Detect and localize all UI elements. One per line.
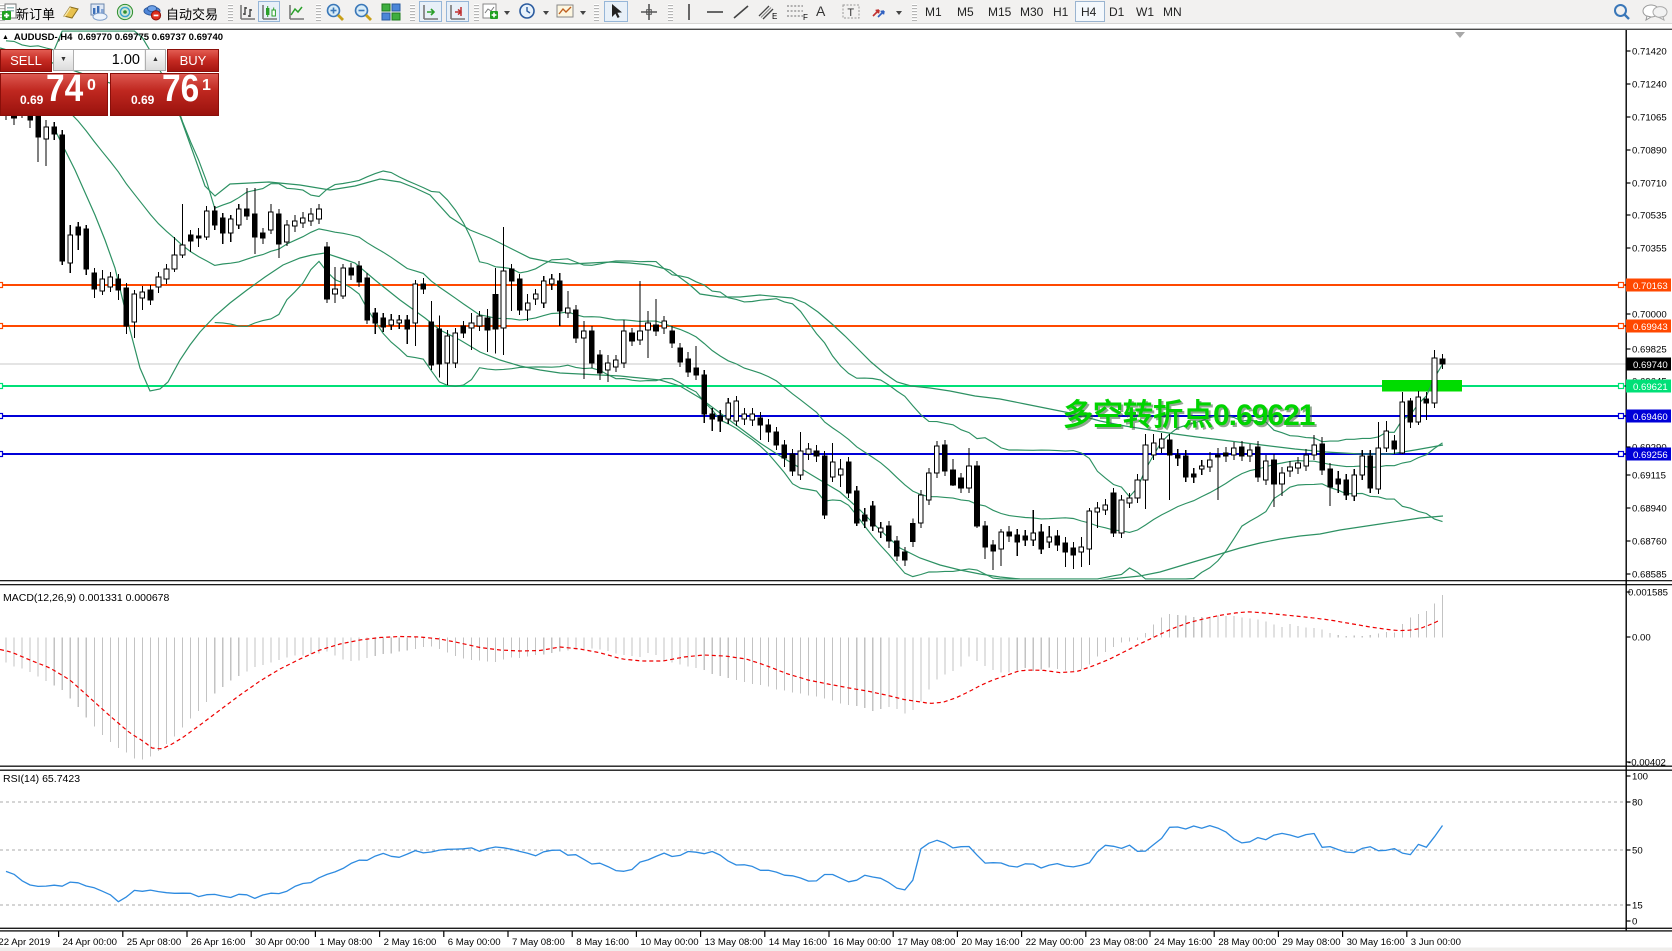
svg-text:0.68760: 0.68760 [1632, 537, 1667, 548]
svg-text:0.71065: 0.71065 [1632, 113, 1667, 124]
svg-text:T: T [847, 7, 854, 19]
svg-text:29 May 08:00: 29 May 08:00 [1282, 937, 1340, 948]
svg-text:3 Jun 00:00: 3 Jun 00:00 [1411, 937, 1461, 948]
svg-text:80: 80 [1632, 798, 1643, 809]
svg-text:0.70355: 0.70355 [1632, 244, 1667, 255]
svg-text:15: 15 [1632, 901, 1643, 912]
svg-text:0.70163: 0.70163 [1633, 281, 1668, 292]
svg-text:24 May 16:00: 24 May 16:00 [1154, 937, 1212, 948]
svg-text:-0.00402: -0.00402 [1628, 758, 1666, 769]
svg-text:10 May 00:00: 10 May 00:00 [640, 937, 698, 948]
svg-text:0.69460: 0.69460 [1633, 412, 1668, 423]
svg-text:100: 100 [1632, 772, 1648, 783]
svg-text:7 May 08:00: 7 May 08:00 [512, 937, 565, 948]
svg-text:23 May 08:00: 23 May 08:00 [1090, 937, 1148, 948]
svg-text:13 May 08:00: 13 May 08:00 [705, 937, 763, 948]
svg-text:0.001585: 0.001585 [1628, 588, 1668, 599]
svg-text:0.71240: 0.71240 [1632, 80, 1667, 91]
svg-text:16 May 00:00: 16 May 00:00 [833, 937, 891, 948]
svg-text:0: 0 [1632, 917, 1637, 928]
svg-text:0.71420: 0.71420 [1632, 47, 1667, 58]
svg-text:0.68585: 0.68585 [1632, 570, 1667, 581]
svg-text:22 May 00:00: 22 May 00:00 [1026, 937, 1084, 948]
svg-text:0.69943: 0.69943 [1633, 322, 1668, 333]
svg-text:8 May 16:00: 8 May 16:00 [576, 937, 629, 948]
svg-text:0.70000: 0.70000 [1632, 310, 1667, 321]
svg-text:14 May 16:00: 14 May 16:00 [769, 937, 827, 948]
svg-text:0.00: 0.00 [1632, 633, 1651, 644]
svg-text:0.70710: 0.70710 [1632, 179, 1667, 190]
svg-text:F: F [803, 13, 808, 21]
svg-text:0.69115: 0.69115 [1632, 471, 1666, 482]
svg-text:25 Apr 08:00: 25 Apr 08:00 [127, 937, 181, 948]
svg-text:0.70535: 0.70535 [1632, 211, 1667, 222]
svg-text:26 Apr 16:00: 26 Apr 16:00 [191, 937, 245, 948]
svg-text:0.70890: 0.70890 [1632, 146, 1667, 157]
svg-text:E: E [772, 12, 777, 21]
svg-text:50: 50 [1632, 846, 1643, 857]
svg-text:0.69256: 0.69256 [1633, 450, 1668, 461]
svg-text:30 May 16:00: 30 May 16:00 [1347, 937, 1405, 948]
svg-text:0.69621: 0.69621 [1633, 382, 1668, 393]
svg-text:0.69740: 0.69740 [1633, 360, 1668, 371]
svg-text:6 May 00:00: 6 May 00:00 [448, 937, 501, 948]
svg-text:28 May 00:00: 28 May 00:00 [1218, 937, 1276, 948]
svg-text:30 Apr 00:00: 30 Apr 00:00 [255, 937, 309, 948]
svg-text:0.68940: 0.68940 [1632, 504, 1667, 515]
svg-text:24 Apr 00:00: 24 Apr 00:00 [63, 937, 117, 948]
svg-text:17 May 08:00: 17 May 08:00 [897, 937, 955, 948]
svg-text:2 May 16:00: 2 May 16:00 [384, 937, 437, 948]
svg-text:0.69825: 0.69825 [1632, 345, 1667, 356]
svg-text:22 Apr 2019: 22 Apr 2019 [0, 937, 50, 948]
svg-text:1 May 08:00: 1 May 08:00 [319, 937, 372, 948]
svg-text:20 May 16:00: 20 May 16:00 [961, 937, 1019, 948]
